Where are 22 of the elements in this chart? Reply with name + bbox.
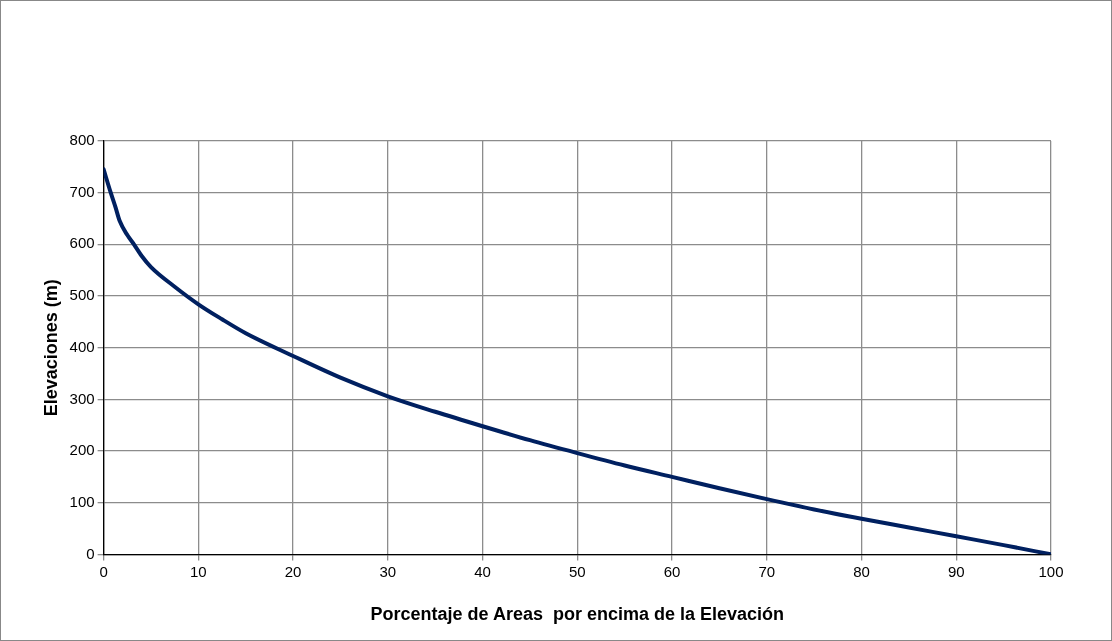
x-tick-label: 30 xyxy=(379,562,397,580)
x-tick-label: 10 xyxy=(190,562,207,580)
y-tick-label: 600 xyxy=(69,234,95,252)
x-tick-label: 90 xyxy=(947,562,965,580)
x-tick-label: 70 xyxy=(758,562,776,580)
y-tick-label: 100 xyxy=(69,492,95,510)
y-tick-label: 0 xyxy=(86,544,95,562)
y-tick-label: 700 xyxy=(69,182,95,200)
x-tick-label: 40 xyxy=(474,562,491,580)
y-tick-label: 400 xyxy=(69,337,95,355)
x-tick-label: 100 xyxy=(1038,562,1064,580)
y-tick-label: 200 xyxy=(69,441,95,459)
y-tick-label: 500 xyxy=(69,286,95,304)
x-tick-label: 0 xyxy=(99,562,108,580)
x-tick-label: 60 xyxy=(663,562,681,580)
y-tick-label: 800 xyxy=(69,131,95,149)
x-tick-label: 50 xyxy=(568,562,586,580)
x-tick-label: 20 xyxy=(284,562,302,580)
y-axis-title: Elevaciones (m) xyxy=(40,279,61,417)
x-axis-title: Porcentaje de Areas por encima de la Elevación xyxy=(370,604,785,625)
y-tick-label: 300 xyxy=(69,389,95,407)
x-tick-label: 80 xyxy=(853,562,870,580)
